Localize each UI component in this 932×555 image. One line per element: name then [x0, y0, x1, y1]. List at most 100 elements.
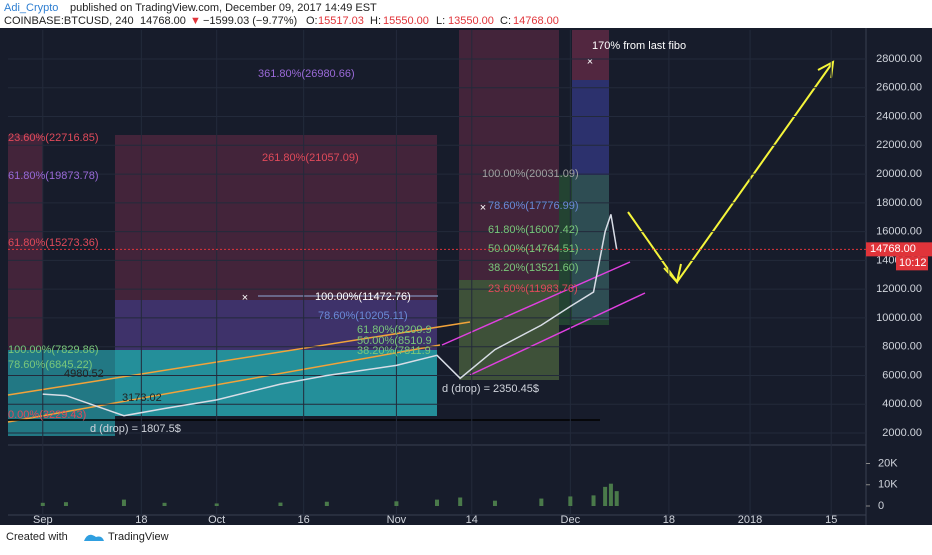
- annotation: 61.80%(16007.42): [488, 224, 579, 236]
- change: −1599.03 (−9.77%): [203, 15, 297, 27]
- volume-bar: [278, 502, 283, 506]
- published: published on TradingView.com, December 0…: [70, 2, 377, 14]
- x-tick-label: Oct: [208, 514, 225, 526]
- y-tick-label: 18000.00: [876, 197, 922, 209]
- x-marker: ×: [587, 56, 593, 68]
- o-label: O:: [306, 15, 318, 27]
- fib-box: [559, 175, 609, 325]
- y-tick-label: 8000.00: [882, 341, 922, 353]
- annotation: 361.80%(26980.66): [258, 68, 355, 80]
- countdown-box: [896, 256, 928, 271]
- y-tick-label: 6000.00: [882, 369, 922, 381]
- volume-bar: [608, 483, 613, 506]
- close: 14768.00: [513, 15, 559, 27]
- annotation: 23.60%(11983.76): [488, 283, 578, 295]
- x-tick-label: 16: [298, 514, 310, 526]
- price-tag-box: [866, 242, 932, 257]
- x-tick-label: 15: [825, 514, 837, 526]
- channel-line: [441, 261, 631, 346]
- annotation: 78.60%(10205.11): [318, 310, 408, 322]
- volume-bar: [458, 497, 463, 506]
- fib-box: [459, 30, 559, 380]
- volume-bar: [591, 495, 596, 506]
- annotation: 38.20%(7811.9: [357, 345, 431, 357]
- y-tick-label: 28000.00: [876, 53, 922, 65]
- volume-bar: [214, 503, 219, 506]
- annotation: 50.00%(14764.51): [488, 243, 579, 255]
- y-tick-label: 12000.00: [876, 283, 922, 295]
- logo: [84, 534, 104, 541]
- volume-tick-label: 0: [878, 500, 884, 512]
- y-tick-label: 4000.00: [882, 398, 922, 410]
- fib-box: [115, 300, 437, 350]
- x-marker: ×: [480, 202, 486, 214]
- annotation: 4980.52: [64, 368, 104, 380]
- volume-tick-label: 10K: [878, 479, 898, 491]
- annotation: 3173.02: [122, 392, 162, 404]
- y-tick-label: 20000.00: [876, 168, 922, 180]
- channel-line: [469, 292, 646, 376]
- y-tick-label: 2000.00: [882, 427, 922, 439]
- fib-box: [459, 280, 559, 380]
- volume-bar: [492, 500, 497, 506]
- c-label: C:: [500, 15, 511, 27]
- symbol: COINBASE:BTCUSD, 240: [4, 15, 134, 27]
- volume-bar: [603, 486, 608, 506]
- volume-bar: [435, 499, 439, 506]
- annotation: 0.00%(3229.43): [8, 409, 86, 421]
- annotation: 61.80%(15273.36): [8, 237, 99, 249]
- x-tick-label: 18: [663, 514, 675, 526]
- trend-line: [7, 344, 441, 423]
- y-tick-label: 24000.00: [876, 110, 922, 122]
- y-tick-label: 26000.00: [876, 82, 922, 94]
- arrow-head: [663, 263, 682, 285]
- low: 13550.00: [448, 15, 494, 27]
- annotation: 38.20%(13521.60): [488, 262, 579, 274]
- price-tag: 14768.00: [870, 243, 916, 255]
- countdown: 10:12: [899, 257, 927, 269]
- brand[interactable]: TradingView: [108, 531, 169, 543]
- x-tick-label: 2018: [738, 514, 762, 526]
- volume-bar: [40, 502, 45, 506]
- volume-bar: [539, 498, 544, 506]
- annotation: 261.80%(21057.09): [262, 152, 359, 164]
- annotation: 61.80%(9209.9: [357, 324, 432, 336]
- y-tick-label: 22000.00: [876, 139, 922, 151]
- open: 15517.03: [318, 15, 364, 27]
- volume-bar: [162, 502, 167, 506]
- chart-background: [0, 28, 932, 525]
- annotation: 100.00%(7829.86): [8, 344, 99, 356]
- volume-bar: [324, 501, 329, 506]
- fib-box: [8, 135, 43, 350]
- volume-bar: [63, 502, 68, 506]
- trend-line: [7, 321, 471, 396]
- x-tick-label: 14: [466, 514, 478, 526]
- h-label: H:: [370, 15, 381, 27]
- annotation: 78.60%(6845.22): [8, 359, 92, 371]
- y-tick-label: 10000.00: [876, 312, 922, 324]
- x-tick-label: Sep: [33, 514, 53, 526]
- annotation: 61.80%(19873.78): [8, 170, 99, 182]
- annotation: 78.60%(17776.99): [488, 200, 579, 212]
- annotation: d (drop) = 2350.45$: [442, 383, 539, 395]
- volume-tick-label: 20K: [878, 457, 898, 469]
- annotation: 100.00%(11472.76): [315, 291, 411, 303]
- last-price: 14768.00: [140, 15, 186, 27]
- annotation: 170% from last fibo: [592, 40, 686, 52]
- volume-bar: [394, 501, 399, 506]
- price-line: [42, 214, 618, 417]
- high: 15550.00: [383, 15, 429, 27]
- x-tick-label: 18: [135, 514, 147, 526]
- l-label: L:: [436, 15, 445, 27]
- y-tick-label: 16000.00: [876, 226, 922, 238]
- volume-bar: [614, 491, 619, 506]
- annotation: 50.00%(8510.9: [357, 335, 432, 347]
- annotation: d (drop) = 1807.5$: [90, 423, 181, 435]
- x-marker: ×: [242, 292, 248, 304]
- fib-box: [8, 350, 115, 436]
- author[interactable]: Adi_Crypto: [4, 2, 58, 14]
- x-tick-label: Dec: [561, 514, 581, 526]
- volume-bar: [568, 496, 573, 506]
